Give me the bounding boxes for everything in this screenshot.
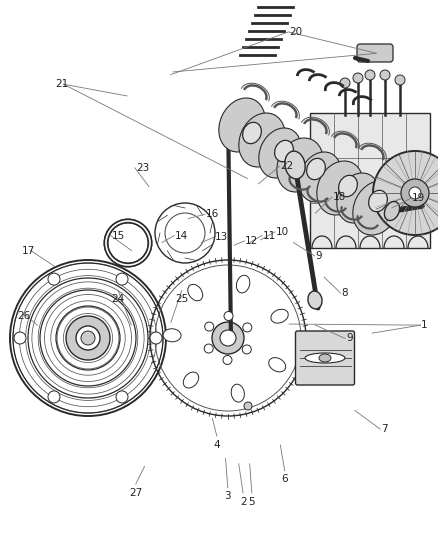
Circle shape [243,323,252,332]
Text: 10: 10 [276,227,289,237]
Text: 6: 6 [281,474,288,484]
Text: 18: 18 [333,192,346,202]
Circle shape [223,356,232,365]
Circle shape [353,73,363,83]
Circle shape [365,70,375,80]
Text: 22: 22 [280,161,293,171]
Ellipse shape [277,138,323,192]
Circle shape [401,179,429,207]
Text: 19: 19 [412,193,425,203]
Text: 9: 9 [346,334,353,343]
Text: 4: 4 [213,440,220,450]
Circle shape [244,402,252,410]
Circle shape [373,151,438,235]
Circle shape [14,332,26,344]
Ellipse shape [337,173,379,223]
Ellipse shape [183,372,199,388]
Text: 7: 7 [381,424,388,434]
Ellipse shape [319,354,331,362]
Circle shape [10,260,166,416]
Ellipse shape [275,140,293,161]
Ellipse shape [317,161,363,215]
FancyBboxPatch shape [357,44,393,62]
Circle shape [220,330,236,346]
Ellipse shape [239,113,285,167]
Text: 13: 13 [215,232,228,242]
Text: 3: 3 [224,491,231,502]
Text: 21: 21 [55,79,68,89]
Circle shape [224,311,233,320]
Ellipse shape [308,291,322,309]
Circle shape [48,391,60,403]
Text: 15: 15 [112,231,125,240]
Ellipse shape [269,358,286,372]
Text: 12: 12 [245,236,258,246]
Ellipse shape [299,152,341,202]
Circle shape [205,322,214,331]
Ellipse shape [271,309,288,323]
Text: 25: 25 [175,294,188,304]
Ellipse shape [219,98,265,152]
Circle shape [395,75,405,85]
Ellipse shape [305,353,345,363]
Circle shape [380,70,390,80]
Text: 27: 27 [129,488,142,498]
Ellipse shape [339,175,357,197]
Text: 1: 1 [420,320,427,330]
Text: 5: 5 [248,497,255,507]
Text: 16: 16 [206,209,219,219]
Text: 20: 20 [289,27,302,37]
Circle shape [340,78,350,88]
Circle shape [81,331,95,345]
Circle shape [116,391,128,403]
Circle shape [76,326,100,350]
Ellipse shape [163,329,181,342]
Text: 14: 14 [175,231,188,240]
Circle shape [409,187,421,199]
Ellipse shape [231,384,244,402]
Circle shape [116,273,128,285]
Text: 9: 9 [315,251,322,261]
Text: 17: 17 [22,246,35,255]
Ellipse shape [237,275,250,293]
Circle shape [242,345,251,354]
Circle shape [212,322,244,354]
Text: 2: 2 [240,497,247,507]
Text: 23: 23 [136,163,149,173]
Circle shape [48,273,60,285]
Polygon shape [310,113,430,248]
Ellipse shape [353,181,399,235]
Circle shape [431,198,438,208]
Text: 26: 26 [18,311,31,320]
Circle shape [431,157,438,168]
Circle shape [150,332,162,344]
Circle shape [66,316,110,360]
Ellipse shape [307,158,325,180]
Ellipse shape [385,201,399,221]
FancyBboxPatch shape [296,331,354,385]
Ellipse shape [243,123,261,144]
Circle shape [204,344,213,353]
Ellipse shape [259,128,301,178]
Ellipse shape [188,284,203,301]
Ellipse shape [369,190,387,212]
Text: 8: 8 [342,288,348,298]
Text: 24: 24 [112,294,125,304]
Ellipse shape [285,151,305,179]
Text: 11: 11 [263,231,276,240]
